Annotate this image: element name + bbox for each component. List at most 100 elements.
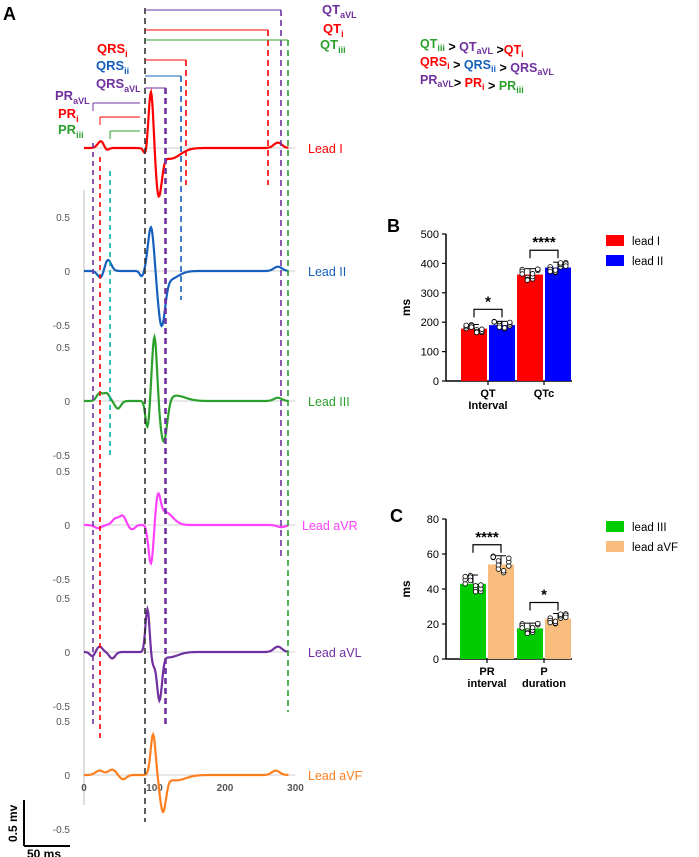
x-tick-label: 300 bbox=[287, 783, 304, 794]
comparison-row: QTiii > QTaVL >QTi bbox=[420, 37, 524, 59]
y-tick-label: -0.5 bbox=[53, 825, 71, 836]
data-point bbox=[519, 625, 525, 631]
y-tick-label: 0 bbox=[64, 648, 70, 659]
bracket-label-qrs-sub: aVL bbox=[124, 84, 141, 94]
y-tick-label: 20 bbox=[427, 619, 439, 631]
legend-label: lead II bbox=[632, 256, 663, 268]
significance-label: * bbox=[485, 293, 491, 310]
comparison-sub: aVL bbox=[437, 79, 454, 89]
ecg-trace-lead-iii bbox=[84, 332, 289, 444]
bracket-label-qrs-base: QRS bbox=[96, 76, 125, 91]
bracket-label-qt-sub: iii bbox=[338, 45, 346, 55]
bar bbox=[545, 618, 571, 659]
comparison-operator: > bbox=[454, 76, 465, 90]
lead-label: Lead III bbox=[308, 395, 350, 409]
y-tick-label: 40 bbox=[427, 584, 439, 596]
bracket-label-qt-sub: aVL bbox=[340, 10, 357, 20]
comparison-term: PR bbox=[499, 79, 516, 93]
y-tick-label: 500 bbox=[421, 229, 439, 241]
data-point bbox=[491, 319, 497, 325]
legend-swatch bbox=[606, 521, 624, 532]
bracket-label-qt: QTiii bbox=[320, 37, 346, 55]
significance-bracket bbox=[529, 601, 559, 611]
data-point bbox=[552, 267, 559, 273]
legend-swatch bbox=[606, 235, 624, 246]
y-tick-label: -0.5 bbox=[53, 702, 71, 713]
comparison-sub: i bbox=[447, 61, 450, 71]
data-point bbox=[495, 566, 502, 572]
bar bbox=[545, 267, 571, 381]
data-point bbox=[552, 618, 559, 625]
y-tick-label: 0 bbox=[64, 771, 70, 782]
bracket-label-qrs-sub: i bbox=[125, 49, 128, 59]
legend-label: lead I bbox=[632, 236, 660, 248]
x-tick-label: 100 bbox=[146, 783, 163, 794]
significance-label: **** bbox=[475, 529, 499, 546]
data-point bbox=[473, 329, 480, 336]
comparison-sub: i bbox=[482, 82, 485, 92]
data-point bbox=[524, 277, 531, 283]
y-tick-label: 80 bbox=[427, 514, 439, 526]
data-point bbox=[519, 271, 525, 277]
data-point bbox=[557, 260, 564, 266]
comparison-sub: i bbox=[521, 49, 524, 59]
comparison-term: QT bbox=[420, 37, 438, 51]
y-tick-label: 0.5 bbox=[56, 343, 70, 354]
y-tick-label: 0 bbox=[433, 654, 439, 666]
data-point bbox=[563, 263, 569, 269]
ecg-trace-lead-avl bbox=[84, 605, 289, 704]
comparison-sub: aVL bbox=[476, 46, 493, 56]
x-tick-label: duration bbox=[522, 678, 566, 690]
data-point bbox=[478, 582, 484, 588]
comparison-operator: > bbox=[485, 79, 499, 93]
y-tick-label: 0 bbox=[64, 267, 70, 278]
comparison-sub: aVL bbox=[537, 67, 554, 77]
comparison-sub: iii bbox=[516, 85, 524, 95]
data-point bbox=[535, 620, 541, 627]
x-tick-label: interval bbox=[467, 678, 506, 690]
data-point bbox=[501, 325, 508, 331]
pr-label-sub: iii bbox=[76, 130, 84, 140]
y-tick-label: 0.5 bbox=[56, 213, 70, 224]
data-point bbox=[479, 326, 485, 332]
data-point bbox=[506, 555, 512, 561]
y-tick-label: 100 bbox=[421, 347, 439, 359]
x-tick-label: Interval bbox=[468, 400, 507, 412]
y-tick-label: 400 bbox=[421, 258, 439, 270]
y-axis-label: ms bbox=[399, 580, 413, 598]
bracket-label-qrs: QRSaVL bbox=[96, 76, 141, 94]
y-tick-label: 0.5 bbox=[56, 467, 70, 478]
comparison-term: QRS bbox=[464, 58, 491, 72]
y-tick-label: 0.5 bbox=[56, 717, 70, 728]
pr-label: PRiii bbox=[58, 122, 84, 140]
legend-label: lead aVF bbox=[632, 542, 678, 554]
bar bbox=[460, 583, 486, 659]
y-tick-label: 0 bbox=[64, 397, 70, 408]
x-tick-label: QTc bbox=[534, 388, 555, 400]
y-tick-label: 0.5 bbox=[56, 594, 70, 605]
bar bbox=[517, 274, 543, 381]
pr-label-base: PR bbox=[58, 106, 77, 121]
data-point bbox=[529, 624, 536, 631]
pr-label-base: PR bbox=[55, 88, 74, 103]
data-point bbox=[547, 619, 553, 626]
data-point bbox=[490, 554, 496, 560]
comparison-row: PRaVL> PRi > PRiii bbox=[420, 73, 524, 95]
y-tick-label: 200 bbox=[421, 317, 439, 329]
y-tick-label: 0 bbox=[64, 521, 70, 532]
lead-label: Lead II bbox=[308, 265, 346, 279]
panel-label-b: B bbox=[387, 216, 400, 236]
bracket-label-qt: QTi bbox=[323, 21, 344, 39]
data-point bbox=[529, 271, 536, 277]
panel-label-a: A bbox=[3, 4, 16, 24]
x-tick-label: 200 bbox=[217, 783, 234, 794]
legend-swatch bbox=[606, 541, 624, 552]
x-tick-label: 0 bbox=[81, 783, 87, 794]
ecg-trace-lead-ii bbox=[84, 225, 289, 328]
y-tick-label: -0.5 bbox=[53, 575, 71, 586]
x-tick-label: QT bbox=[480, 388, 496, 400]
bar bbox=[461, 328, 487, 381]
